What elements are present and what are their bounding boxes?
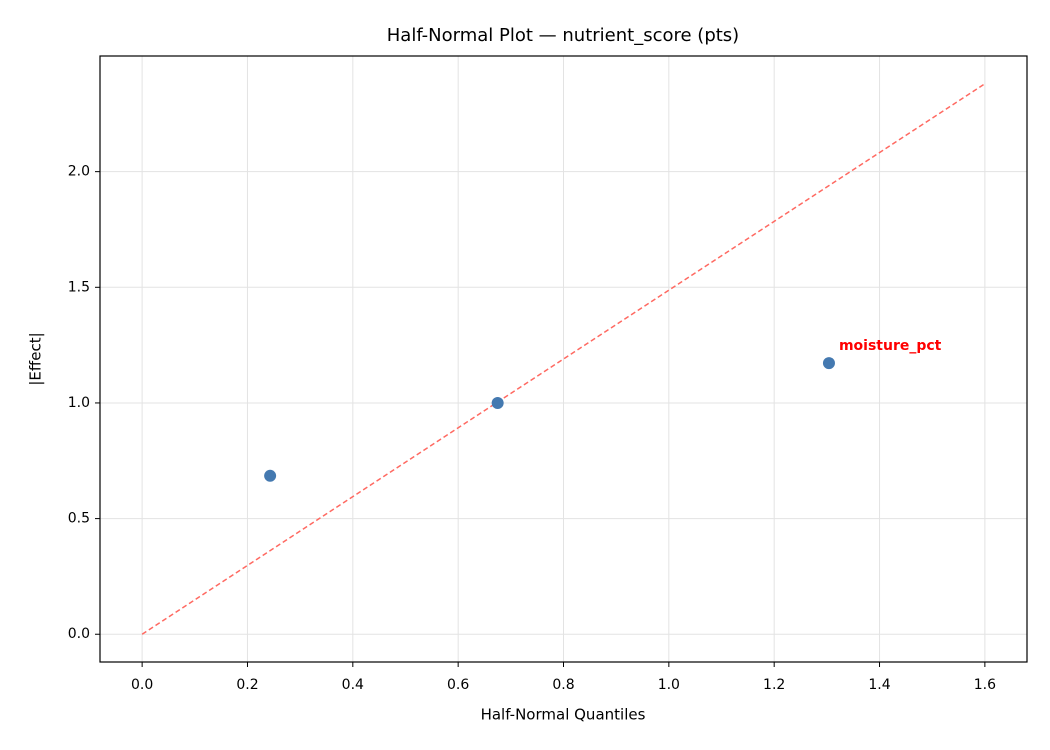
x-tick-label: 0.4 bbox=[342, 677, 364, 693]
point bbox=[822, 357, 835, 370]
x-tick-label: 1.2 bbox=[763, 677, 785, 693]
point bbox=[264, 469, 277, 482]
y-tick-label: 0.5 bbox=[68, 511, 90, 527]
y-tick-label: 1.5 bbox=[68, 279, 90, 295]
plot-frame bbox=[99, 55, 1028, 663]
x-tick-label: 1.4 bbox=[868, 677, 890, 693]
x-tick-label: 1.6 bbox=[974, 677, 996, 693]
y-axis-label: |Effect| bbox=[27, 332, 45, 385]
chart-title: Half-Normal Plot — nutrient_score (pts) bbox=[387, 25, 739, 46]
x-tick-label: 1.0 bbox=[658, 677, 680, 693]
x-axis-label: Half-Normal Quantiles bbox=[481, 706, 646, 724]
x-tick-label: 0.8 bbox=[552, 677, 574, 693]
point-label: moisture_pct bbox=[839, 338, 942, 354]
point bbox=[491, 396, 504, 409]
x-tick-label: 0.0 bbox=[131, 677, 153, 693]
y-tick-label: 1.0 bbox=[68, 395, 90, 411]
x-tick-label: 0.2 bbox=[236, 677, 258, 693]
y-tick-label: 0.0 bbox=[68, 626, 90, 642]
x-tick-label: 0.6 bbox=[447, 677, 469, 693]
y-tick-label: 2.0 bbox=[68, 164, 90, 180]
